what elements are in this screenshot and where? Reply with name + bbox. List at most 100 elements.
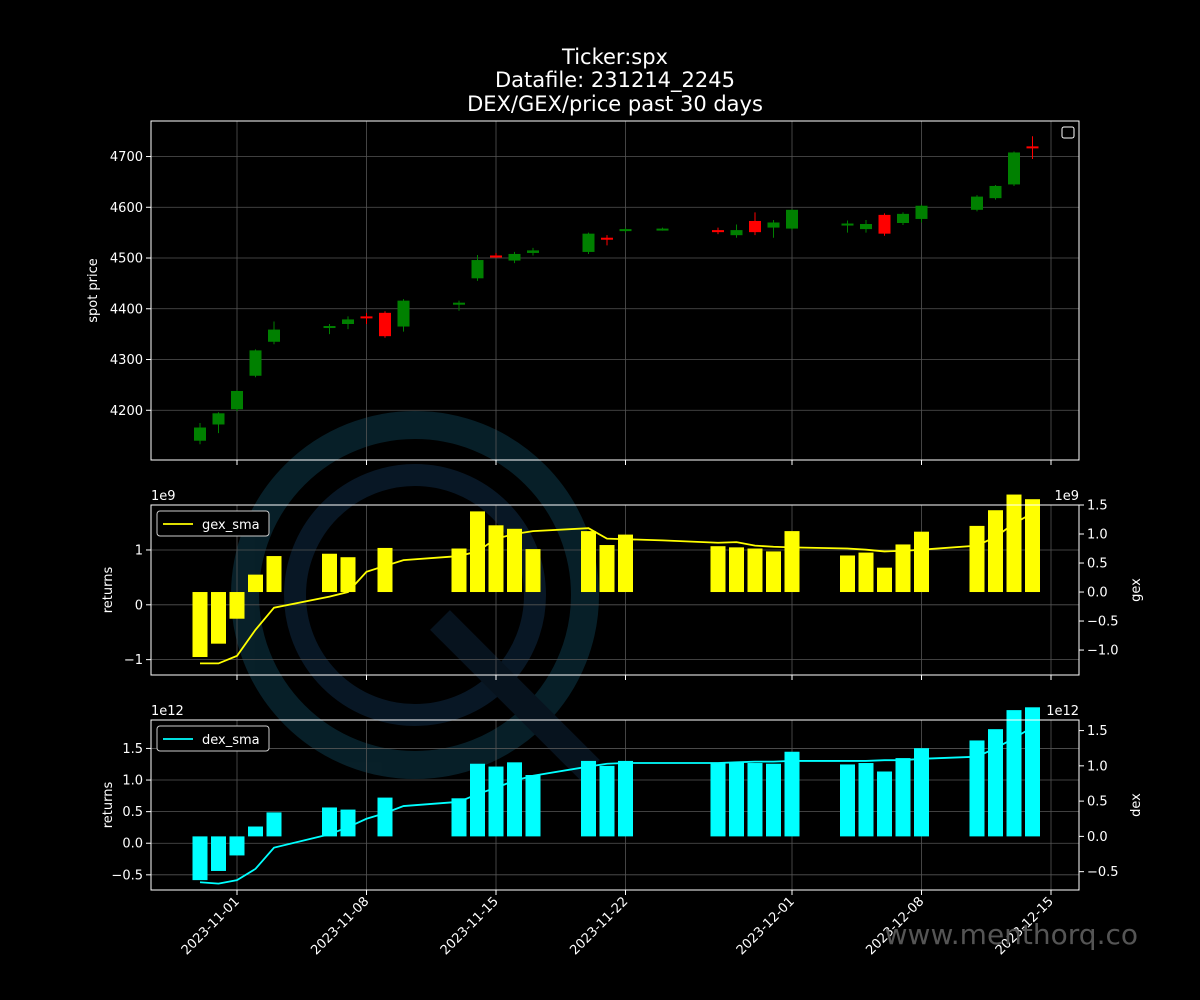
price-panel: 4200 4300 4400 4500 4600 4700 spot price [86, 120, 1080, 465]
gex-bar [858, 552, 874, 593]
dex-bar [248, 826, 263, 837]
gex-bar [377, 547, 393, 593]
dex-ytick-right-label: 1.0 [1087, 759, 1108, 774]
dex-bar [525, 775, 541, 837]
candle-body [1008, 152, 1020, 185]
candle-body [749, 220, 761, 233]
candle-body [471, 260, 484, 279]
watermark-tail [430, 610, 600, 780]
price-frame [150, 120, 1080, 461]
dex-bar [1006, 710, 1022, 837]
dex-bar [784, 751, 800, 837]
gex-bar [895, 544, 911, 593]
gex-bar [581, 531, 596, 593]
dex-ytick-right-label: −0.5 [1087, 865, 1119, 880]
dex-bar [877, 771, 892, 837]
candle-body [360, 316, 373, 319]
gex-ytick-label: −1 [124, 653, 143, 668]
gex-ytick-right-label: −1.0 [1087, 644, 1119, 659]
candle-body [1026, 146, 1039, 149]
gex-ytick-right-label: −0.5 [1087, 615, 1119, 630]
dex-bar [488, 766, 504, 837]
price-ytick-label: 4600 [110, 201, 143, 216]
gex-bar [710, 546, 726, 593]
dex-ytick-label: 0.5 [122, 805, 143, 820]
candle-body [453, 302, 465, 305]
gex-right-exponent: 1e9 [1054, 489, 1079, 504]
dex-bar [914, 748, 929, 837]
dex-ytick-label: −0.5 [111, 868, 143, 883]
gex-legend-box [156, 510, 270, 537]
gex-bar [877, 567, 892, 593]
gex-bar [1025, 499, 1040, 593]
candle-body [527, 250, 539, 253]
candle-body [897, 213, 909, 224]
candle-body [989, 185, 1002, 199]
gex-bar [840, 555, 855, 593]
gex-bar [192, 592, 208, 658]
dex-bar [840, 764, 855, 837]
dex-right-exponent: 1e12 [1046, 704, 1079, 719]
dex-legend: dex_sma [156, 725, 270, 752]
candle-body [212, 413, 225, 425]
gex-bar [988, 510, 1003, 593]
gex-bar [229, 592, 245, 619]
gex-bar [322, 553, 337, 593]
gex-ytick-label: 0 [135, 598, 143, 613]
dex-ytick-right-label: 1.5 [1087, 724, 1108, 739]
candle-body [397, 300, 410, 327]
candle-body [268, 329, 280, 342]
candle-body [656, 228, 669, 231]
gex-bar [266, 556, 282, 593]
watermark-text: www.menthorq.co [885, 918, 1138, 951]
price-ytick-label: 4200 [110, 404, 143, 419]
candle-body [767, 222, 780, 228]
gex-ytick-right-label: 1.5 [1087, 499, 1108, 514]
candle-body [342, 319, 354, 324]
price-ytick-label: 4300 [110, 353, 143, 368]
candle-body [786, 209, 798, 229]
dex-bar [322, 807, 337, 837]
dex-bar [377, 797, 393, 837]
gex-bar [340, 557, 356, 593]
dex-ytick-label: 1.5 [122, 742, 143, 757]
gex-bar [766, 551, 781, 593]
candle-body [619, 229, 632, 232]
gex-bar [969, 525, 985, 593]
candle-body [971, 196, 983, 210]
gex-legend: gex_sma [156, 510, 270, 537]
gex-legend-label: gex_sma [202, 518, 260, 533]
candle-body [582, 233, 595, 252]
gex-bar [248, 574, 263, 593]
watermark-logo [231, 411, 600, 780]
gex-ytick-right-label: 1.0 [1087, 528, 1108, 543]
dex-ytick-right-label: 0.0 [1087, 830, 1108, 845]
dex-bar [229, 836, 245, 856]
gex-left-exponent: 1e9 [151, 489, 176, 504]
gex-right-y-axis-label: gex [1129, 578, 1144, 602]
dex-legend-box [156, 725, 270, 752]
candle-body [601, 237, 613, 240]
candle-body [249, 350, 262, 376]
dex-bar [895, 758, 911, 837]
gex-y-axis-label: returns [101, 567, 116, 614]
candle-body [323, 326, 336, 329]
gex-bar [784, 531, 800, 593]
dex-legend-label: dex_sma [202, 733, 260, 748]
dex-bar [581, 760, 596, 837]
gex-frame [150, 504, 1080, 676]
dex-bar [729, 762, 744, 837]
candle-body [712, 230, 724, 233]
dex-bar [858, 763, 874, 837]
gex-bar [599, 545, 615, 593]
price-ytick-label: 4400 [110, 302, 143, 317]
dex-bar [340, 809, 356, 837]
candle-body [730, 230, 743, 236]
chart-title-line3: DEX/GEX/price past 30 days [467, 92, 763, 116]
candle-body [490, 255, 502, 258]
gex-sma-line [200, 512, 1033, 665]
gex-ytick-right-label: 0.5 [1087, 557, 1108, 572]
chart-title-line1: Ticker:spx [561, 45, 668, 69]
dex-bar [211, 836, 226, 871]
